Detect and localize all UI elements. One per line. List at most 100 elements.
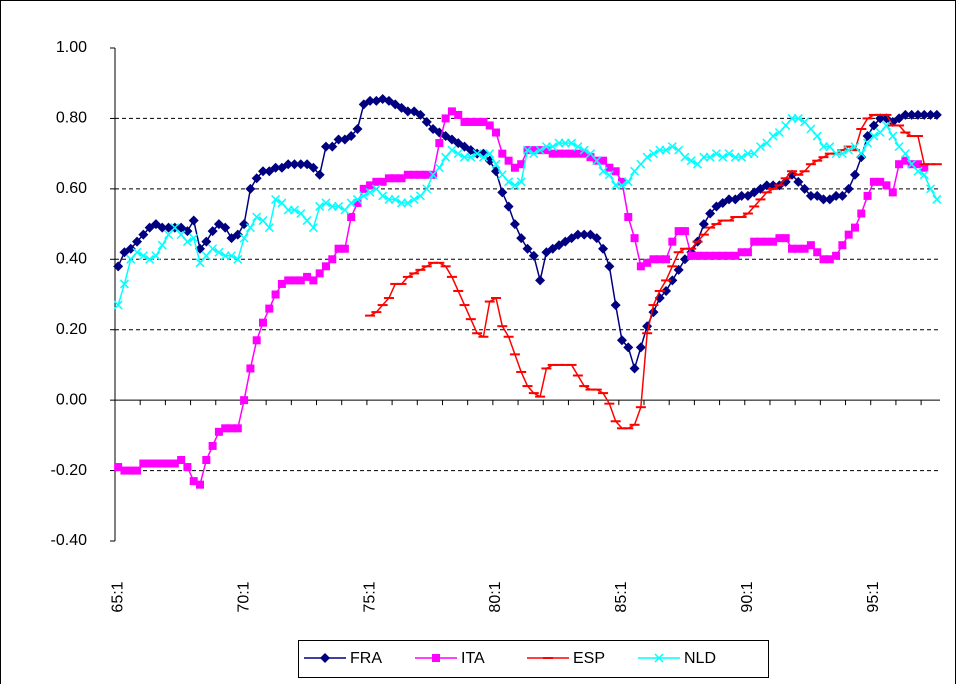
data-point: [762, 138, 772, 148]
data-point: [573, 149, 582, 158]
data-point: [623, 177, 633, 187]
data-point: [503, 201, 514, 212]
data-point: [352, 194, 362, 204]
data-point: [201, 251, 211, 261]
data-point: [126, 466, 135, 475]
data-point: [441, 152, 451, 162]
data-point: [320, 141, 331, 152]
data-point: [340, 205, 350, 215]
data-point: [629, 363, 640, 374]
data-point: [327, 141, 338, 152]
data-point: [881, 120, 891, 131]
data-point: [372, 177, 381, 186]
data-point: [775, 234, 784, 243]
data-point: [572, 229, 583, 240]
data-point: [667, 142, 677, 152]
data-point: [133, 466, 142, 475]
data-point: [353, 198, 362, 207]
data-point: [838, 241, 847, 250]
data-point: [510, 180, 520, 190]
data-point: [466, 117, 475, 126]
data-point: [793, 176, 804, 187]
data-point: [724, 149, 734, 159]
data-point: [510, 163, 519, 172]
data-point: [460, 117, 469, 126]
data-point: [340, 244, 349, 253]
data-point: [788, 244, 797, 253]
data-point: [598, 243, 609, 254]
data-point: [674, 227, 683, 236]
data-point: [705, 152, 715, 162]
data-point: [604, 170, 614, 180]
data-point: [900, 109, 911, 120]
data-point: [912, 109, 923, 120]
data-point: [232, 229, 243, 240]
data-point: [409, 194, 419, 204]
data-point: [662, 255, 671, 264]
data-point: [888, 131, 898, 141]
data-point: [837, 149, 847, 159]
data-point: [188, 215, 199, 226]
x-tick-label: 70:1: [235, 581, 252, 612]
data-point: [315, 201, 325, 211]
data-point: [529, 149, 539, 159]
data-point: [611, 167, 620, 176]
data-point: [548, 149, 557, 158]
data-point: [737, 152, 747, 162]
data-point: [485, 149, 495, 159]
data-point: [649, 255, 658, 264]
data-point: [308, 223, 318, 233]
data-point: [347, 213, 356, 222]
data-point: [309, 276, 318, 285]
data-point: [869, 177, 878, 186]
data-point: [794, 244, 803, 253]
data-point: [182, 226, 193, 237]
data-point: [805, 190, 816, 201]
data-point: [750, 237, 759, 246]
data-point: [906, 109, 917, 120]
data-point: [919, 109, 930, 120]
data-point: [454, 110, 463, 119]
data-point: [913, 160, 922, 169]
data-point: [635, 342, 646, 353]
data-point: [907, 159, 917, 169]
data-point: [624, 213, 633, 222]
x-tick-label: 65:1: [109, 581, 126, 612]
data-point: [673, 264, 684, 275]
data-point: [901, 156, 910, 165]
data-point: [504, 156, 513, 165]
data-point: [371, 184, 381, 194]
data-point: [284, 276, 293, 285]
data-point: [617, 177, 626, 186]
data-point: [636, 159, 646, 169]
data-point: [844, 230, 853, 239]
data-point: [832, 251, 841, 260]
data-point: [314, 169, 325, 180]
data-point: [303, 272, 312, 281]
data-point: [687, 251, 696, 260]
data-point: [333, 134, 344, 145]
data-point: [605, 163, 614, 172]
data-point: [522, 243, 533, 254]
data-point: [177, 456, 186, 465]
data-point: [478, 152, 488, 162]
data-point: [415, 191, 425, 201]
data-point: [585, 149, 596, 159]
data-point: [328, 255, 337, 264]
data-point: [428, 170, 438, 180]
data-point: [352, 123, 363, 134]
data-point: [623, 342, 634, 353]
data-point: [170, 223, 180, 233]
data-point: [183, 463, 192, 472]
legend-label: FRA: [350, 650, 382, 667]
data-point: [567, 138, 577, 148]
data-point: [876, 177, 885, 186]
data-point: [799, 183, 810, 194]
data-point: [761, 180, 772, 191]
data-point: [334, 201, 344, 211]
legend-marker: [432, 654, 440, 662]
data-point: [630, 166, 640, 176]
data-point: [573, 142, 583, 152]
data-point: [648, 149, 658, 159]
data-point: [257, 166, 268, 177]
